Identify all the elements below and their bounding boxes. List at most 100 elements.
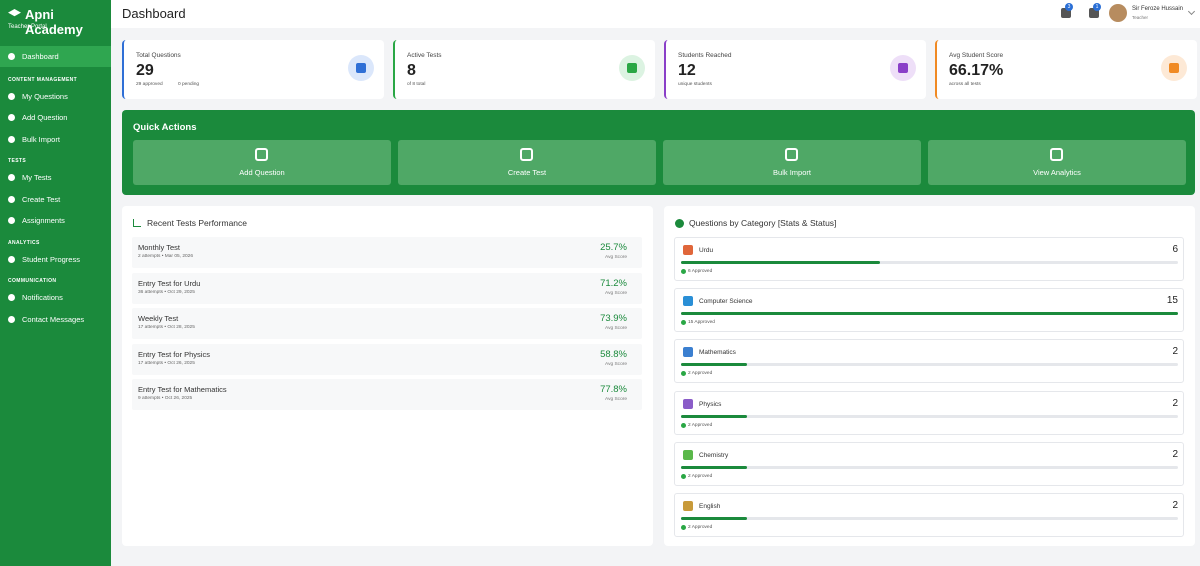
stat-label: Active Tests	[407, 52, 442, 59]
sidebar: Apni Academy Teacher Portal Dashboard CONTE…	[0, 0, 111, 566]
nav-item[interactable]: Dashboard	[0, 46, 111, 67]
nav-item[interactable]: Notifications	[0, 287, 111, 308]
category-card[interactable]: Urdu 6 6 Approved	[674, 237, 1184, 281]
nav-label: Bulk Import	[22, 134, 60, 144]
category-icon	[683, 296, 693, 307]
approved-dot	[681, 525, 686, 530]
nav-label: Assignments	[22, 216, 65, 225]
approved-label: 2 Approved	[688, 525, 713, 530]
header: Dashboard 3 1 Sir Feroze Hussain Teacher	[111, 0, 1200, 28]
test-score: 71.2%	[600, 277, 627, 289]
page-title: Dashboard	[122, 6, 186, 21]
category-count: 2	[1172, 346, 1178, 358]
nav-section: TESTS	[8, 158, 27, 164]
category-card[interactable]: Physics 2 2 Approved	[674, 390, 1184, 435]
user-name: Sir Feroze Hussain	[1132, 6, 1184, 12]
recent-panel: Recent Tests Performance Monthly Test 2 at…	[122, 206, 653, 546]
panel-icon	[133, 219, 141, 227]
category-name: Mathematics	[699, 349, 736, 357]
test-name: Weekly Test	[138, 314, 179, 323]
nav-icon	[8, 114, 15, 121]
nav-item[interactable]: Assignments	[0, 210, 111, 231]
category-icon	[683, 245, 693, 255]
test-row[interactable]: Entry Test for Urdu 36 attempts • Oct 29,…	[132, 272, 642, 304]
action-label: Create Test	[507, 168, 547, 177]
nav-label: Dashboard	[22, 52, 59, 61]
category-icon	[683, 501, 693, 511]
test-score: 25.7%	[600, 242, 627, 253]
progress-track	[681, 363, 1178, 367]
test-meta: 17 attempts • Oct 28, 2025	[138, 325, 195, 330]
category-card[interactable]: Computer Science 15 15 Approved	[674, 288, 1184, 333]
approved-label: 2 Approved	[688, 422, 713, 428]
quick-action-button[interactable]: View Analytics	[928, 140, 1186, 185]
stat-icon	[348, 55, 374, 81]
test-name: Entry Test for Urdu	[138, 278, 201, 288]
quick-action-button[interactable]: Create Test	[398, 140, 656, 185]
category-card[interactable]: English 2 2 Approved	[674, 493, 1184, 537]
nav-icon	[8, 217, 15, 224]
nav-section: CONTENT MANAGEMENT	[8, 76, 78, 83]
brand-title: Apni Academy	[25, 7, 83, 37]
stat-card: Students Reached 12 unique students	[664, 40, 926, 99]
stat-icon	[890, 55, 916, 81]
nav-item[interactable]: Create Test	[0, 189, 111, 210]
progress-bar	[681, 465, 748, 469]
nav-item[interactable]: Add Question	[0, 107, 111, 128]
icon-glyph	[627, 63, 637, 73]
badge: 3	[1065, 3, 1073, 11]
test-meta: 17 attempts • Oct 26, 2025	[138, 360, 195, 366]
nav-label: Add Question	[22, 113, 68, 122]
nav-icon	[8, 53, 15, 60]
stat-value: 29	[136, 62, 154, 79]
nav-item[interactable]: My Questions	[0, 86, 111, 107]
panel-title: Recent Tests Performance	[147, 218, 247, 228]
header-icon[interactable]	[1089, 8, 1099, 18]
nav-item[interactable]: Student Progress	[0, 249, 111, 270]
category-name: Chemistry	[699, 451, 729, 459]
stat-card: Avg Student Score 66.17% across all tests	[935, 40, 1197, 99]
category-name: Urdu	[699, 247, 714, 254]
header-icon[interactable]	[1061, 8, 1071, 18]
action-icon	[785, 148, 798, 161]
test-row[interactable]: Weekly Test 17 attempts • Oct 28, 2025 73.…	[132, 308, 642, 339]
nav-item[interactable]: My Tests	[0, 167, 111, 188]
action-icon	[520, 148, 533, 161]
test-row[interactable]: Monthly Test 2 attempts • Mar 05, 2026 25.…	[132, 237, 642, 268]
test-name: Entry Test for Mathematics	[138, 385, 227, 394]
category-card[interactable]: Mathematics 2 2 Approved	[674, 339, 1184, 384]
test-row[interactable]: Entry Test for Physics 17 attempts • Oct …	[132, 343, 642, 375]
quick-action-button[interactable]: Add Question	[133, 140, 391, 185]
brand-subtitle: Teacher Portal	[8, 24, 47, 30]
category-icon	[683, 449, 693, 460]
section-title: Quick Actions	[133, 122, 197, 133]
test-name: Entry Test for Physics	[138, 349, 210, 359]
progress-bar	[681, 414, 748, 418]
nav-item[interactable]: Bulk Import	[0, 129, 111, 150]
quick-action-button[interactable]: Bulk Import	[663, 140, 921, 185]
category-count: 2	[1172, 397, 1178, 409]
stat-value: 66.17%	[949, 62, 1004, 79]
stat-label: Students Reached	[678, 52, 732, 59]
category-card[interactable]: Chemistry 2 2 Approved	[674, 441, 1184, 486]
approved-label: 2 Approved	[688, 473, 713, 479]
action-label: Add Question	[239, 168, 285, 177]
approved-label: 2 Approved	[688, 371, 713, 377]
avatar[interactable]	[1109, 4, 1127, 22]
nav-item[interactable]: Contact Messages	[0, 309, 111, 330]
category-count: 6	[1172, 244, 1178, 255]
test-meta: 9 attempts • Oct 26, 2025	[138, 396, 193, 401]
stat-card: Active Tests 8 of 8 total	[393, 40, 655, 99]
progress-track	[681, 517, 1178, 520]
action-icon	[255, 148, 268, 161]
nav-section: ANALYTICS	[8, 239, 40, 246]
stat-value: 8	[407, 62, 416, 79]
category-name: Computer Science	[699, 298, 753, 306]
approved-dot	[681, 320, 686, 326]
test-row[interactable]: Entry Test for Mathematics 9 attempts • O…	[132, 379, 642, 410]
category-count: 2	[1172, 448, 1178, 460]
progress-track	[681, 414, 1178, 418]
